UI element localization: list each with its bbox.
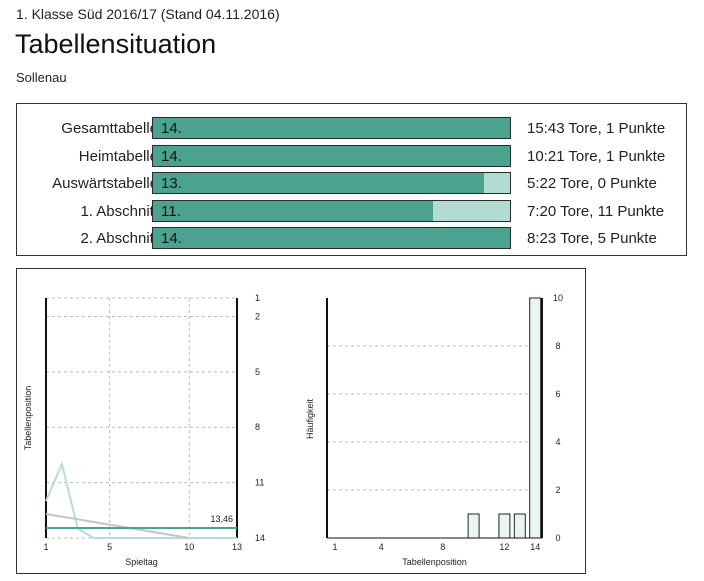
- standings-label: Gesamttabelle: [61, 120, 158, 137]
- position-bar: 13.: [152, 172, 511, 194]
- x-tick-label: 1: [43, 542, 48, 552]
- x-tick-label: 14: [530, 542, 540, 552]
- y-tick-label: 8: [255, 422, 260, 432]
- position-bar: 14.: [152, 117, 511, 139]
- y-tick-label: 2: [555, 485, 560, 495]
- x-tick-label: 8: [440, 542, 445, 552]
- standings-label: 2. Abschnitt: [80, 230, 158, 247]
- position-value: 14.: [161, 230, 182, 247]
- position-bar-fill: [153, 118, 510, 138]
- position-bar: 14.: [152, 145, 511, 167]
- standings-label: 1. Abschnitt: [80, 203, 158, 220]
- standings-row-heim: Heimtabelle 14. 10:21 Tore, 1 Punkte: [17, 144, 686, 168]
- y-tick-label: 0: [555, 533, 560, 543]
- team-name: Sollenau: [16, 70, 67, 85]
- x-tick-label: 12: [499, 542, 509, 552]
- standings-label: Auswärtstabelle: [52, 175, 158, 192]
- position-series-line: [45, 461, 237, 539]
- x-tick-label: 13: [232, 542, 242, 552]
- goals-points: 7:20 Tore, 11 Punkte: [527, 203, 665, 220]
- league-subtitle: 1. Klasse Süd 2016/17 (Stand 04.11.2016): [16, 6, 280, 22]
- goals-points: 15:43 Tore, 1 Punkte: [527, 120, 666, 137]
- standings-row-auswaerts: Auswärtstabelle 13. 5:22 Tore, 0 Punkte: [17, 171, 686, 195]
- standings-row-gesamt: Gesamttabelle 14. 15:43 Tore, 1 Punkte: [17, 116, 686, 140]
- standings-label: Heimtabelle: [78, 148, 158, 165]
- y-tick-label: 1: [255, 293, 260, 303]
- position-bar-fill: [153, 201, 434, 221]
- position-value: 11.: [161, 203, 181, 220]
- x-tick-label: 4: [379, 542, 384, 552]
- trend-line: [45, 513, 190, 539]
- histogram-bar: [529, 297, 542, 539]
- standings-panel: Gesamttabelle 14. 15:43 Tore, 1 Punkte H…: [16, 103, 687, 256]
- histogram-bar: [498, 513, 511, 539]
- position-value: 14.: [161, 148, 182, 165]
- goals-points: 5:22 Tore, 0 Punkte: [527, 175, 657, 192]
- position-bar-fill: [153, 173, 485, 193]
- goals-points: 8:23 Tore, 5 Punkte: [527, 230, 657, 247]
- y-tick-label: 10: [553, 293, 563, 303]
- y-tick-label: 5: [255, 367, 260, 377]
- position-bar: 14.: [152, 227, 511, 249]
- y-tick-label: 8: [555, 341, 560, 351]
- histogram-bar: [513, 513, 526, 539]
- y-tick-label: 11: [255, 478, 264, 488]
- x-axis-label: Spieltag: [125, 557, 158, 567]
- y-axis-label: Häufigkeit: [305, 398, 315, 439]
- y-axis-label: Tabellenposition: [23, 386, 33, 451]
- position-bar-fill: [153, 146, 510, 166]
- y-tick-label: 4: [555, 437, 560, 447]
- position-bar: 11.: [152, 200, 511, 222]
- position-value: 14.: [161, 120, 182, 137]
- y-tick-label: 2: [255, 311, 260, 321]
- y-tick-label: 6: [555, 389, 560, 399]
- position-bar-fill: [153, 228, 510, 248]
- standings-row-abschnitt-1: 1. Abschnitt 11. 7:20 Tore, 11 Punkte: [17, 199, 686, 223]
- y-tick-label: 14: [255, 533, 265, 543]
- average-label: 13,46: [210, 514, 233, 524]
- page-title: Tabellensituation: [15, 29, 217, 59]
- histogram-bar: [467, 513, 480, 539]
- goals-points: 10:21 Tore, 1 Punkte: [527, 148, 666, 165]
- x-tick-label: 5: [107, 542, 112, 552]
- standings-row-abschnitt-2: 2. Abschnitt 14. 8:23 Tore, 5 Punkte: [17, 226, 686, 250]
- x-axis-label: Tabellenposition: [402, 557, 467, 567]
- x-tick-label: 10: [184, 542, 194, 552]
- x-tick-label: 1: [332, 542, 337, 552]
- position-value: 13.: [161, 175, 182, 192]
- charts-panel: 1 2 5 8 11 14 1 5 10 13 13,46 Spieltag Tabellenposit…: [16, 268, 586, 574]
